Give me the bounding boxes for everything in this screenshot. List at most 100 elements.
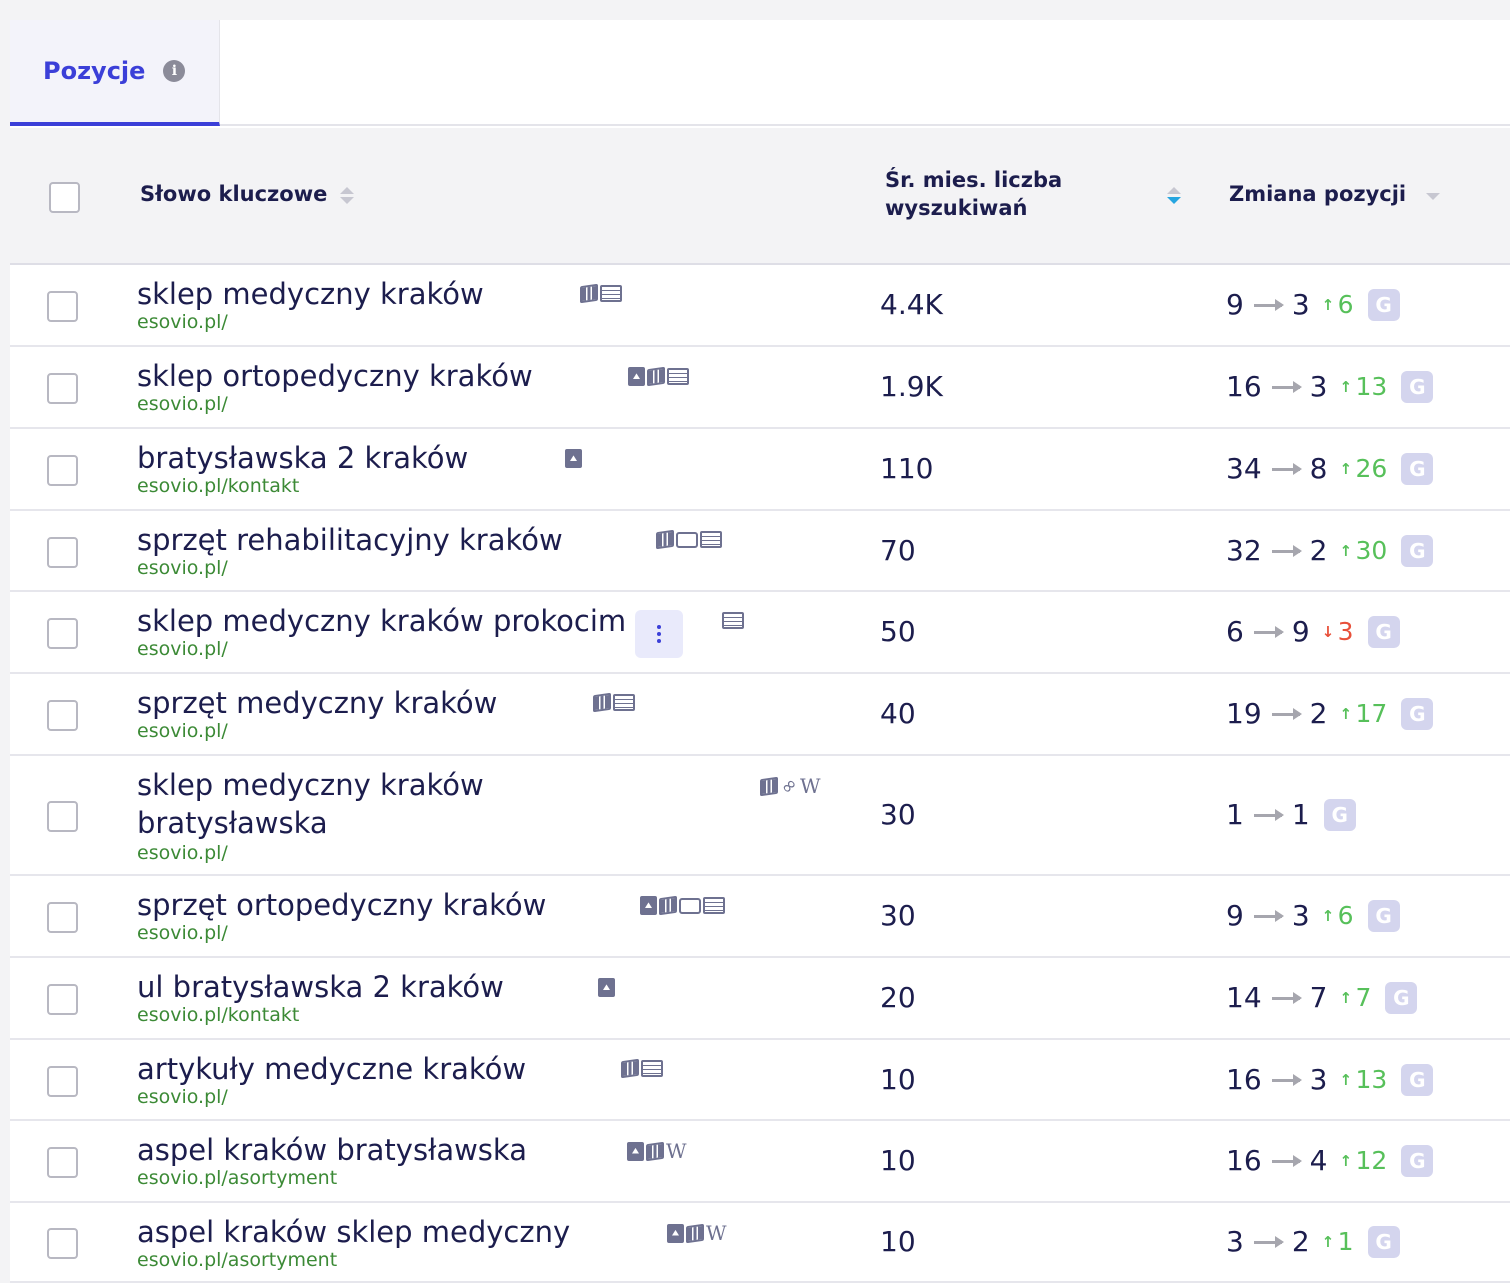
- position-to: 2: [1309, 697, 1328, 730]
- ranking-url-link[interactable]: esovio.pl/: [137, 557, 228, 579]
- serp-features: [580, 283, 622, 304]
- row-checkbox[interactable]: [47, 1066, 78, 1097]
- column-header-volume-line1: Śr. mies. liczba: [885, 168, 1063, 192]
- arrow-right-icon: [1271, 380, 1302, 393]
- table-row: aspel kraków sklep medyczny esovio.pl/as…: [10, 1203, 1510, 1283]
- position-to: 1: [1291, 798, 1310, 831]
- google-icon[interactable]: G: [1401, 371, 1434, 403]
- search-volume: 30: [880, 899, 916, 932]
- position-from: 14: [1226, 981, 1262, 1014]
- google-icon[interactable]: G: [1401, 1064, 1434, 1096]
- serp-features: [722, 612, 744, 629]
- delta-value: 6: [1337, 901, 1354, 930]
- position-to: 3: [1309, 370, 1328, 403]
- position-from: 6: [1226, 615, 1244, 648]
- search-volume: 20: [880, 981, 916, 1014]
- google-icon[interactable]: G: [1401, 1145, 1434, 1177]
- keyword-text: sprzęt ortopedyczny kraków: [137, 888, 547, 922]
- ranking-url-link[interactable]: esovio.pl/: [137, 842, 228, 864]
- google-icon[interactable]: G: [1323, 799, 1356, 831]
- ranking-url-link[interactable]: esovio.pl/kontakt: [137, 475, 300, 497]
- google-icon[interactable]: G: [1367, 900, 1400, 932]
- column-header-volume[interactable]: Śr. mies. liczba wyszukiwań: [885, 166, 1062, 222]
- ranking-url-link[interactable]: esovio.pl/: [137, 311, 228, 333]
- search-volume: 40: [880, 697, 916, 730]
- google-icon[interactable]: G: [1367, 289, 1400, 321]
- google-icon[interactable]: G: [1401, 453, 1434, 485]
- arrow-right-icon: [1271, 991, 1302, 1004]
- column-header-volume-line2: wyszukiwań: [885, 196, 1028, 220]
- google-icon[interactable]: G: [1401, 698, 1434, 730]
- row-checkbox[interactable]: [47, 373, 78, 404]
- position-change: 19 2 ↑ 17 G: [1226, 697, 1434, 731]
- ranking-url-link[interactable]: esovio.pl/: [137, 638, 228, 660]
- book-icon: [641, 1060, 663, 1077]
- row-checkbox[interactable]: [47, 902, 78, 933]
- sort-volume-icon[interactable]: [1167, 187, 1181, 205]
- delta-value: 26: [1355, 454, 1388, 483]
- position-change: 16 3 ↑ 13 G: [1226, 1063, 1434, 1097]
- map-icon: [686, 1223, 704, 1243]
- position-change: 16 4 ↑ 12 G: [1226, 1144, 1434, 1178]
- ranking-url-link[interactable]: esovio.pl/asortyment: [137, 1249, 338, 1271]
- google-icon[interactable]: G: [1367, 1226, 1400, 1258]
- keyword-text: sklep medyczny kraków: [137, 768, 484, 802]
- tab-bar: Pozycje i: [10, 20, 1510, 126]
- google-icon[interactable]: G: [1401, 535, 1434, 567]
- row-checkbox[interactable]: [47, 984, 78, 1015]
- sort-keyword-icon[interactable]: [340, 187, 354, 205]
- arrow-up-icon: ↑: [1339, 1152, 1353, 1170]
- row-checkbox[interactable]: [47, 537, 78, 568]
- google-icon[interactable]: G: [1367, 616, 1400, 648]
- book-icon: [722, 612, 744, 629]
- table-row: sprzęt ortopedyczny kraków esovio.pl/ 30…: [10, 876, 1510, 958]
- info-icon[interactable]: i: [163, 60, 186, 82]
- row-checkbox[interactable]: [47, 291, 78, 322]
- map-icon: [646, 1141, 664, 1161]
- tab-label: Pozycje: [43, 57, 146, 85]
- position-from: 3: [1226, 1225, 1244, 1258]
- tab-pozycje[interactable]: Pozycje i: [10, 20, 220, 126]
- position-from: 32: [1226, 534, 1262, 567]
- position-to: 2: [1309, 534, 1328, 567]
- row-checkbox[interactable]: [47, 618, 78, 649]
- row-checkbox[interactable]: [47, 700, 78, 731]
- ranking-url-link[interactable]: esovio.pl/: [137, 720, 228, 742]
- delta-value: 6: [1337, 290, 1354, 319]
- position-delta: ↑ 6: [1322, 899, 1354, 933]
- arrow-up-icon: ↑: [1339, 378, 1353, 396]
- ranking-url-link[interactable]: esovio.pl/: [137, 393, 228, 415]
- ranking-url-link[interactable]: esovio.pl/kontakt: [137, 1004, 300, 1026]
- table-row: sprzęt medyczny kraków esovio.pl/ 40 19 …: [10, 674, 1510, 756]
- map-icon: [580, 283, 598, 304]
- position-to: 3: [1309, 1063, 1328, 1096]
- row-checkbox[interactable]: [47, 1228, 78, 1259]
- arrow-right-icon: [1271, 544, 1302, 557]
- position-to: 3: [1291, 288, 1310, 321]
- row-checkbox[interactable]: [47, 801, 78, 832]
- chat-icon: [676, 531, 698, 548]
- sort-change-icon[interactable]: [1426, 187, 1440, 205]
- serp-features: [656, 529, 722, 550]
- image-icon: [667, 1223, 684, 1243]
- column-header-keyword[interactable]: Słowo kluczowe: [140, 182, 328, 206]
- select-all-checkbox[interactable]: [49, 182, 80, 213]
- delta-value: 13: [1355, 1065, 1388, 1094]
- image-icon: [628, 367, 645, 386]
- ranking-url-link[interactable]: esovio.pl/asortyment: [137, 1167, 338, 1189]
- position-to: 3: [1291, 899, 1310, 932]
- keyword-text: sklep ortopedyczny kraków: [137, 359, 533, 393]
- more-options-button[interactable]: [635, 610, 683, 658]
- row-checkbox[interactable]: [47, 455, 78, 486]
- keyword-text: bratysławska 2 kraków: [137, 441, 469, 475]
- delta-value: 7: [1355, 983, 1372, 1012]
- ranking-url-link[interactable]: esovio.pl/: [137, 922, 228, 944]
- ranking-url-link[interactable]: esovio.pl/: [137, 1086, 228, 1108]
- column-header-change[interactable]: Zmiana pozycji: [1229, 182, 1407, 206]
- row-checkbox[interactable]: [47, 1147, 78, 1178]
- arrow-up-icon: ↑: [1339, 705, 1353, 723]
- position-delta: ↑ 1: [1322, 1225, 1354, 1259]
- table-row: sklep ortopedyczny kraków esovio.pl/ 1.9…: [10, 347, 1510, 429]
- position-to: 9: [1291, 615, 1310, 648]
- google-icon[interactable]: G: [1385, 982, 1418, 1014]
